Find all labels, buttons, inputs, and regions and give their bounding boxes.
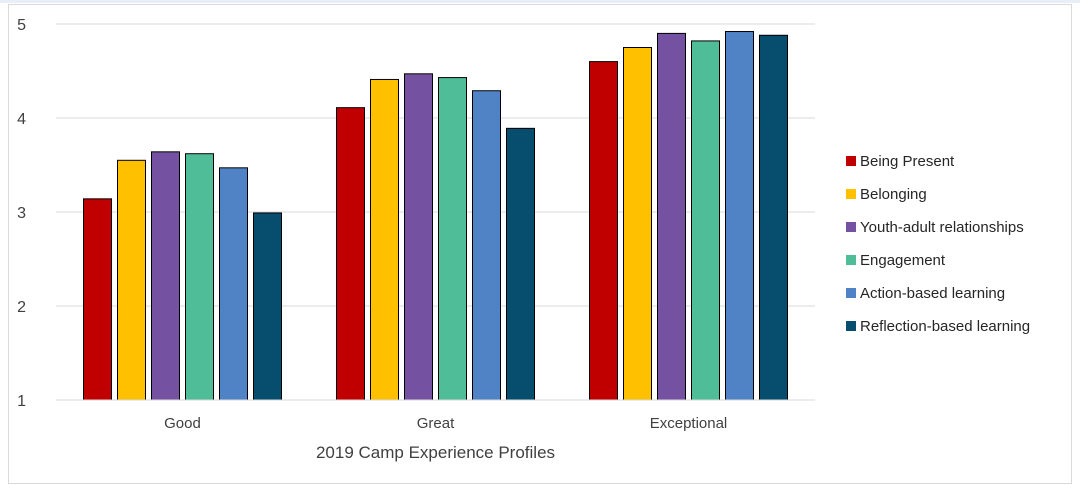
- gridlines: [56, 23, 815, 307]
- top-strip: [0, 0, 1080, 3]
- legend-label: Action-based learning: [860, 285, 1005, 302]
- bar: [253, 212, 282, 401]
- bar: [151, 151, 180, 401]
- x-category-label: Great: [417, 415, 455, 432]
- legend-swatch: [846, 321, 856, 331]
- bar: [117, 159, 146, 401]
- y-tick-label: 4: [17, 111, 26, 128]
- bar: [691, 40, 720, 401]
- bar: [404, 73, 433, 401]
- bar: [219, 167, 248, 401]
- x-axis-categories: Good Great Exceptional: [164, 415, 727, 432]
- legend-label: Engagement: [860, 252, 946, 269]
- legend-label: Being Present: [860, 153, 955, 170]
- x-category-label: Good: [164, 415, 201, 432]
- legend-swatch: [846, 189, 856, 199]
- bar: [472, 90, 501, 401]
- bar: [759, 34, 788, 401]
- bar: [370, 78, 399, 401]
- y-tick-label: 5: [17, 17, 26, 34]
- x-category-label: Exceptional: [650, 415, 728, 432]
- bar: [725, 31, 754, 401]
- bar: [623, 47, 652, 401]
- bar: [589, 61, 618, 401]
- bar: [438, 77, 467, 401]
- legend-swatch: [846, 222, 856, 232]
- y-tick-label: 1: [17, 393, 26, 410]
- legend-label: Reflection-based learning: [860, 318, 1030, 335]
- bar: [657, 32, 686, 401]
- legend: Being Present Belonging Youth-adult relati…: [846, 153, 1030, 335]
- legend-label: Belonging: [860, 186, 927, 203]
- x-axis-title: 2019 Camp Experience Profiles: [316, 443, 555, 462]
- y-tick-label: 2: [17, 299, 26, 316]
- bar: [336, 107, 365, 401]
- legend-label: Youth-adult relationships: [860, 219, 1024, 236]
- bar: [185, 153, 214, 401]
- legend-swatch: [846, 288, 856, 298]
- legend-swatch: [846, 156, 856, 166]
- y-tick-label: 3: [17, 205, 26, 222]
- legend-swatch: [846, 255, 856, 265]
- bar: [83, 198, 112, 401]
- bars: [83, 31, 788, 401]
- y-axis-ticks: 1 2 3 4 5: [17, 17, 26, 410]
- bar: [506, 127, 535, 401]
